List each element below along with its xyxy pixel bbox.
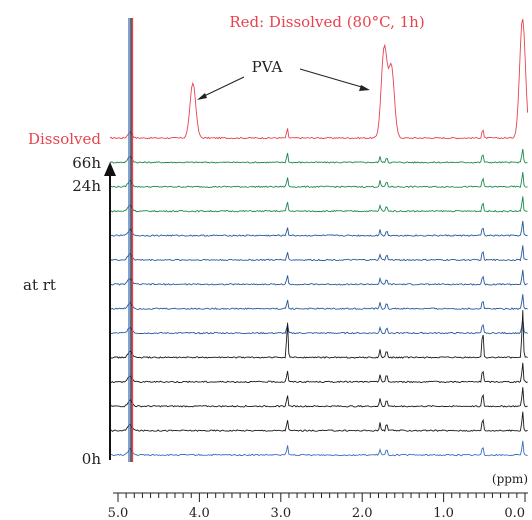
label-dissolved: Dissolved (28, 130, 101, 148)
x-tick-label: 2.0 (352, 506, 373, 520)
spectrum-trace (109, 294, 528, 311)
pva-arrow-right (299, 68, 370, 91)
x-tick-label: 0.0 (504, 506, 525, 520)
x-axis-tick-labels: 5.0 4.0 3.0 2.0 1.0 0.0 (108, 506, 525, 520)
spectrum-trace (109, 18, 529, 140)
spectrum-trace (109, 148, 528, 164)
label-at-rt: at rt (23, 276, 56, 294)
pva-arrow-left (197, 76, 245, 100)
spectrum-trace (109, 171, 528, 189)
x-axis: 5.0 4.0 3.0 2.0 1.0 0.0 (108, 492, 528, 520)
x-tick-label: 5.0 (108, 506, 129, 520)
spectrum-trace (109, 387, 528, 408)
spectrum-trace (109, 318, 528, 335)
x-tick-label: 4.0 (189, 506, 210, 520)
spectrum-trace (109, 362, 528, 384)
spectrum-trace (109, 245, 528, 262)
x-axis-ticks (117, 493, 526, 502)
chart-title: Red: Dissolved (80°C, 1h) (229, 13, 424, 31)
label-24h: 24h (72, 177, 101, 195)
spectrum-trace (109, 411, 528, 432)
label-66h: 66h (72, 154, 101, 172)
spectrum-trace (109, 310, 528, 359)
spectrum-trace (109, 196, 528, 213)
x-tick-label: 1.0 (433, 506, 454, 520)
x-tick-label: 3.0 (270, 506, 291, 520)
spectra-group (109, 18, 529, 457)
water-peak-group (128, 18, 134, 462)
spectrum-trace (109, 269, 528, 286)
x-axis-unit: (ppm) (492, 472, 528, 486)
pva-annotation: PVA (252, 58, 283, 76)
spectrum-trace (109, 440, 528, 457)
spectrum-trace (109, 220, 528, 237)
label-0h: 0h (82, 450, 102, 468)
time-arrow (104, 162, 116, 460)
